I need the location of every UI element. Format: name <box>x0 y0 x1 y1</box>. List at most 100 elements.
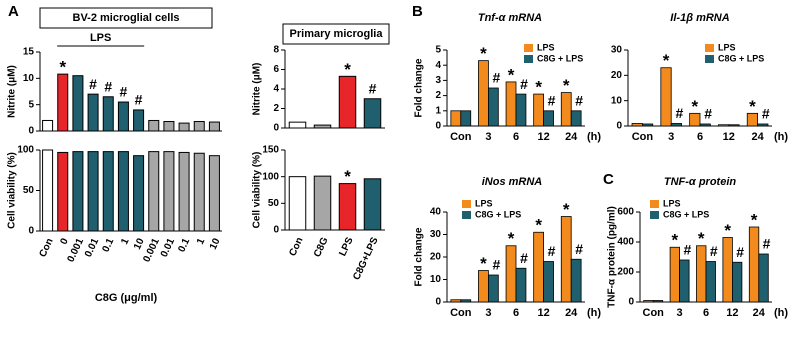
y-tick-label: 0 <box>273 123 279 134</box>
bar <box>133 109 145 132</box>
x-tick-label: 0.1 <box>101 236 117 254</box>
y-tick-label: 0 <box>28 126 34 137</box>
legend-label: C8G + LPS <box>718 53 764 63</box>
bar <box>313 124 332 129</box>
bar <box>478 60 489 127</box>
bar <box>102 96 114 132</box>
bar <box>689 112 701 127</box>
y-tick-label: 6 <box>273 64 279 75</box>
x-tick-label: 0.01 <box>83 236 101 259</box>
bar <box>338 75 357 129</box>
legend-swatch <box>524 44 533 52</box>
bar <box>669 246 681 303</box>
significance-marker: * <box>480 254 487 273</box>
y-tick-label: 20 <box>611 70 623 81</box>
significance-marker: * <box>751 210 758 229</box>
y-tick-label: 600 <box>617 207 634 218</box>
chart-title: Il-1β mRNA <box>670 12 729 24</box>
y-tick-label: 100 <box>262 171 279 182</box>
significance-marker: * <box>563 200 570 219</box>
panel-letter: A <box>8 3 19 20</box>
bar <box>178 151 190 232</box>
significance-marker: # <box>683 242 691 258</box>
significance-marker: # <box>120 84 128 100</box>
significance-marker: * <box>724 221 731 240</box>
bar <box>722 237 733 303</box>
x-unit: (h) <box>774 307 788 319</box>
x-tick-label: 24 <box>751 131 764 143</box>
significance-marker: * <box>698 229 705 248</box>
bar <box>728 124 740 127</box>
bar <box>652 300 664 303</box>
significance-marker: # <box>710 243 718 259</box>
bar <box>487 87 499 127</box>
y-tick-label: 2 <box>273 103 279 114</box>
significance-marker: # <box>675 105 683 121</box>
bar <box>560 92 572 127</box>
bar <box>178 122 190 132</box>
y-tick-label: 4 <box>273 84 279 95</box>
y-tick-label: 4 <box>435 60 441 71</box>
bar <box>487 274 499 303</box>
y-axis-label: Cell viability (%) <box>252 152 263 229</box>
x-tick-label: 3 <box>668 131 674 143</box>
x-tick-label: Con <box>632 131 654 143</box>
legend-label: LPS <box>537 42 555 52</box>
bar <box>193 152 205 232</box>
bar <box>718 124 730 127</box>
bar <box>87 93 99 132</box>
bar <box>679 259 690 303</box>
bar <box>705 261 716 303</box>
x-tick-label: 0.1 <box>176 236 192 254</box>
bar <box>560 216 572 303</box>
significance-marker: # <box>575 241 583 257</box>
x-tick-label: 24 <box>565 131 578 143</box>
y-tick-label: 50 <box>23 185 35 196</box>
bar <box>533 93 545 127</box>
bar <box>72 75 84 132</box>
y-tick-label: 400 <box>617 237 634 248</box>
significance-marker: # <box>520 76 528 92</box>
x-tick-label: Con <box>450 307 472 319</box>
legend-swatch <box>650 200 659 208</box>
bar <box>670 123 682 127</box>
x-tick-label: Con <box>38 237 56 259</box>
bar <box>288 121 307 129</box>
bar <box>313 175 332 231</box>
significance-marker: # <box>763 236 771 252</box>
x-tick-label: 6 <box>513 307 519 319</box>
bar <box>631 123 643 127</box>
significance-marker: # <box>89 76 97 92</box>
significance-marker: # <box>135 92 143 108</box>
y-tick-label: 30 <box>611 45 623 56</box>
bar <box>543 110 554 127</box>
y-axis-label: TNF-α protein (pg/ml) <box>607 206 618 308</box>
bar <box>505 245 517 303</box>
x-tick-label: 12 <box>726 307 738 319</box>
x-tick-label: 12 <box>537 131 549 143</box>
panel-letter: B <box>412 3 423 20</box>
legend-label: LPS <box>718 42 736 52</box>
bar <box>757 123 769 127</box>
y-tick-label: 1 <box>435 105 441 116</box>
title-box <box>282 23 390 45</box>
bar <box>643 300 654 303</box>
bar <box>133 155 145 232</box>
bar <box>450 110 462 127</box>
x-tick-label: 12 <box>537 307 549 319</box>
significance-marker: * <box>663 51 670 70</box>
significance-marker: * <box>508 65 515 84</box>
bar <box>660 67 672 127</box>
significance-marker: * <box>480 44 487 63</box>
bar <box>533 231 545 303</box>
y-tick-label: 5 <box>435 45 441 56</box>
significance-marker: # <box>548 243 556 259</box>
x-tick-label: Con <box>287 236 305 258</box>
y-tick-label: 8 <box>273 45 279 56</box>
significance-marker: * <box>535 216 542 235</box>
y-axis-label: Fold change <box>414 58 425 117</box>
significance-marker: # <box>104 78 112 94</box>
bar <box>288 176 307 231</box>
bar <box>102 151 114 232</box>
y-axis-label: Cell viability (%) <box>7 152 18 229</box>
